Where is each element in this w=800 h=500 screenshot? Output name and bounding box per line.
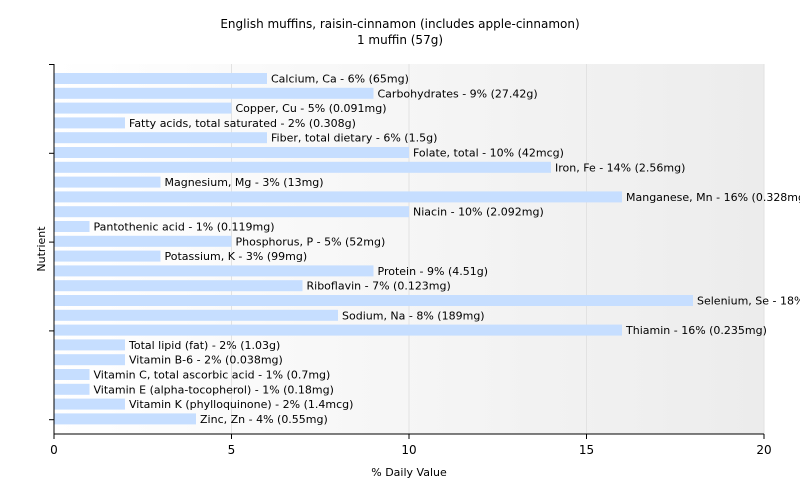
- bar: [54, 132, 267, 144]
- bar: [54, 354, 125, 366]
- bar-label: Vitamin C, total ascorbic acid - 1% (0.7…: [94, 369, 331, 382]
- chart-subtitle: 1 muffin (57g): [357, 33, 443, 47]
- bar: [54, 250, 161, 262]
- x-tick-label: 20: [756, 443, 771, 457]
- bar-label: Riboflavin - 7% (0.123mg): [307, 280, 451, 293]
- bar-label: Vitamin B-6 - 2% (0.038mg): [129, 354, 283, 367]
- bar-label: Manganese, Mn - 16% (0.328mg): [626, 191, 800, 204]
- bars: Calcium, Ca - 6% (65mg)Carbohydrates - 9…: [54, 73, 800, 426]
- x-tick-label: 5: [228, 443, 236, 457]
- bar-label: Pantothenic acid - 1% (0.119mg): [94, 221, 275, 234]
- bar: [54, 191, 622, 203]
- bar: [54, 235, 232, 247]
- bar: [54, 176, 161, 188]
- bar: [54, 413, 196, 425]
- chart-title: English muffins, raisin-cinnamon (includ…: [220, 17, 579, 31]
- bar: [54, 117, 125, 129]
- bar-label: Vitamin K (phylloquinone) - 2% (1.4mcg): [129, 398, 353, 411]
- bar-label: Protein - 9% (4.51g): [378, 265, 489, 278]
- bar-label: Magnesium, Mg - 3% (13mg): [165, 176, 324, 189]
- bar: [54, 383, 90, 395]
- bar: [54, 309, 338, 321]
- y-axis-label: Nutrient: [35, 226, 48, 272]
- bar-label: Iron, Fe - 14% (2.56mg): [555, 161, 685, 174]
- bar: [54, 295, 693, 306]
- grid-lines: [231, 64, 765, 434]
- bar-label: Sodium, Na - 8% (189mg): [342, 309, 485, 322]
- bar: [54, 102, 232, 114]
- bar-label: Fiber, total dietary - 6% (1.5g): [271, 132, 437, 145]
- bar-label: Thiamin - 16% (0.235mg): [625, 324, 767, 337]
- bar: [54, 206, 409, 218]
- bar: [54, 369, 90, 380]
- x-tick-label: 15: [579, 443, 594, 457]
- bar-label: Phosphorus, P - 5% (52mg): [236, 235, 386, 248]
- bar-label: Folate, total - 10% (42mcg): [413, 147, 564, 160]
- bar: [54, 324, 622, 336]
- bar-label: Niacin - 10% (2.092mg): [413, 206, 544, 219]
- bar: [54, 398, 125, 410]
- x-tick-label: 0: [50, 443, 58, 457]
- bar-label: Carbohydrates - 9% (27.42g): [378, 87, 538, 100]
- bar-label: Calcium, Ca - 6% (65mg): [271, 73, 409, 86]
- bar: [54, 87, 374, 99]
- bar-label: Copper, Cu - 5% (0.091mg): [236, 102, 387, 115]
- axes: 0 5 10 15 20: [49, 64, 772, 457]
- bar-label: Vitamin E (alpha-tocopherol) - 1% (0.18m…: [94, 383, 334, 396]
- bar-label: Total lipid (fat) - 2% (1.03g): [128, 339, 280, 352]
- bar-label: Selenium, Se - 18% (12.3mcg): [697, 295, 800, 308]
- bar: [54, 280, 303, 292]
- x-axis-label: % Daily Value: [371, 466, 447, 479]
- bar: [54, 161, 551, 173]
- bar-label: Zinc, Zn - 4% (0.55mg): [200, 413, 328, 426]
- bar: [54, 147, 409, 158]
- bar-label: Fatty acids, total saturated - 2% (0.308…: [129, 117, 356, 130]
- bar: [54, 339, 125, 351]
- bar: [54, 73, 267, 84]
- x-tick-label: 10: [401, 443, 416, 457]
- bar-label: Potassium, K - 3% (99mg): [165, 250, 308, 263]
- bar: [54, 265, 374, 277]
- bar: [54, 221, 90, 232]
